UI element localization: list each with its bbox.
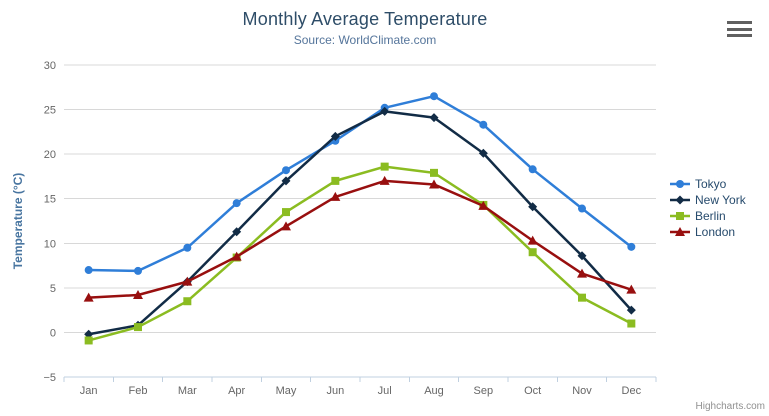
y-axis-label: −5 — [43, 372, 56, 384]
data-point-new-york[interactable] — [380, 106, 390, 116]
y-axis-label: 0 — [50, 327, 56, 339]
chart-subtitle: Source: WorldClimate.com — [293, 33, 437, 47]
legend-label: Tokyo — [695, 177, 727, 191]
data-point-new-york[interactable] — [478, 148, 488, 158]
legend-label: London — [695, 225, 736, 239]
x-axis-label: Apr — [228, 385, 245, 397]
x-axis-label: Jan — [80, 385, 98, 397]
data-point-new-york[interactable] — [429, 113, 439, 123]
series-line-london[interactable] — [87, 179, 633, 299]
data-point-tokyo[interactable] — [232, 199, 241, 208]
hamburger-icon — [727, 34, 752, 37]
data-point-berlin[interactable] — [183, 297, 192, 306]
x-axis-label: Jul — [378, 385, 392, 397]
data-point-tokyo[interactable] — [84, 266, 93, 275]
y-axis-label: 5 — [50, 283, 56, 295]
x-axis-label: Aug — [424, 385, 444, 397]
series-line-berlin[interactable] — [87, 165, 633, 342]
series-line-new-york[interactable] — [87, 110, 633, 336]
data-point-london[interactable] — [527, 235, 538, 245]
data-point-berlin[interactable] — [380, 162, 389, 171]
data-point-berlin[interactable] — [134, 323, 142, 332]
data-point-tokyo[interactable] — [479, 120, 488, 129]
hamburger-icon — [727, 21, 752, 24]
data-point-berlin[interactable] — [528, 248, 537, 257]
series-line-tokyo[interactable] — [87, 94, 633, 273]
data-point-new-york[interactable] — [232, 227, 242, 237]
data-point-new-york[interactable] — [577, 251, 587, 261]
data-point-new-york[interactable] — [528, 202, 538, 212]
legend-marker-london — [670, 227, 690, 236]
data-point-london[interactable] — [281, 221, 291, 231]
data-point-tokyo[interactable] — [528, 165, 537, 174]
x-axis-label: Nov — [572, 385, 592, 397]
data-point-berlin[interactable] — [282, 208, 290, 217]
y-axis-label: 25 — [44, 105, 56, 117]
data-point-london[interactable] — [330, 191, 341, 201]
legend-item-tokyo[interactable]: Tokyo — [670, 176, 746, 192]
x-axis-label: May — [276, 385, 297, 397]
legend-item-berlin[interactable]: Berlin — [670, 208, 746, 224]
data-point-london[interactable] — [577, 268, 587, 278]
legend-marker-berlin — [670, 212, 690, 220]
data-point-berlin[interactable] — [84, 336, 93, 345]
x-axis-label: Sep — [474, 385, 494, 397]
data-point-tokyo[interactable] — [134, 266, 142, 275]
data-point-london[interactable] — [133, 289, 143, 299]
y-axis-label: 30 — [44, 60, 56, 72]
data-point-london[interactable] — [478, 200, 489, 210]
data-point-tokyo[interactable] — [430, 92, 438, 101]
data-point-new-york[interactable] — [626, 305, 636, 315]
data-point-berlin[interactable] — [331, 176, 340, 185]
legend: Tokyo New York Berlin London — [670, 176, 746, 240]
x-axis-label: Mar — [178, 385, 197, 397]
data-point-tokyo[interactable] — [578, 204, 586, 213]
y-axis-label: 20 — [44, 149, 56, 161]
legend-item-new-york[interactable]: New York — [670, 192, 746, 208]
data-point-london[interactable] — [182, 276, 193, 286]
y-axis-title: Temperature (°C) — [11, 173, 25, 270]
data-point-berlin[interactable] — [578, 293, 586, 302]
x-axis-label: Jun — [326, 385, 344, 397]
data-point-london[interactable] — [83, 292, 94, 302]
data-point-tokyo[interactable] — [183, 243, 192, 252]
data-point-tokyo[interactable] — [282, 166, 290, 175]
data-point-london[interactable] — [626, 284, 637, 294]
credits-link[interactable]: Highcharts.com — [695, 401, 765, 412]
data-point-new-york[interactable] — [330, 131, 340, 141]
data-point-london[interactable] — [379, 175, 390, 185]
data-point-berlin[interactable] — [430, 168, 438, 177]
legend-marker-tokyo — [670, 180, 690, 188]
y-axis-label: 10 — [44, 238, 56, 250]
legend-item-london[interactable]: London — [670, 224, 746, 240]
y-axis-label: 15 — [44, 194, 56, 206]
x-axis-label: Feb — [129, 385, 148, 397]
legend-marker-new-york — [670, 195, 690, 205]
data-point-london[interactable] — [429, 179, 439, 189]
data-point-tokyo[interactable] — [627, 242, 636, 251]
x-axis-label: Oct — [524, 385, 541, 397]
chart-title: Monthly Average Temperature — [242, 9, 488, 29]
legend-label: Berlin — [695, 209, 726, 223]
data-point-berlin[interactable] — [627, 319, 636, 328]
hamburger-icon — [727, 27, 752, 31]
legend-label: New York — [695, 193, 746, 207]
export-menu-button[interactable] — [727, 21, 752, 37]
data-point-london[interactable] — [231, 251, 242, 261]
x-axis-label: Dec — [622, 385, 642, 397]
data-point-new-york[interactable] — [281, 176, 291, 186]
